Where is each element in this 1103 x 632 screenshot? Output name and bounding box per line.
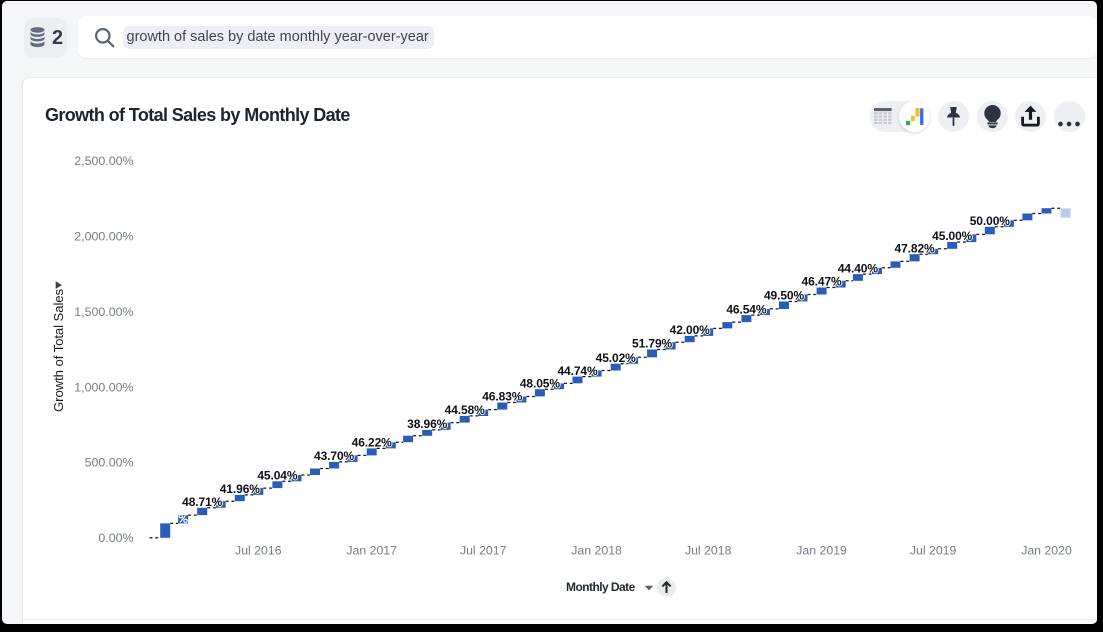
svg-text:48.71%: 48.71%	[182, 495, 223, 509]
svg-text:Jul 2017: Jul 2017	[460, 544, 507, 558]
svg-text:1,000.00%: 1,000.00%	[74, 380, 133, 394]
svg-text:2,500.00%: 2,500.00%	[74, 154, 133, 168]
svg-text:45.00%: 45.00%	[932, 229, 973, 243]
svg-text:Jan 2018: Jan 2018	[571, 544, 622, 558]
svg-text:2,000.00%: 2,000.00%	[74, 230, 133, 244]
svg-text:38.96%: 38.96%	[407, 417, 448, 431]
svg-text:Jul 2018: Jul 2018	[685, 544, 732, 558]
svg-text:47.82%: 47.82%	[895, 241, 936, 255]
svg-text:0.00%: 0.00%	[98, 531, 133, 545]
svg-text:Jan 2020: Jan 2020	[1021, 544, 1072, 558]
svg-text:44.40%: 44.40%	[838, 261, 879, 275]
svg-text:42.00%: 42.00%	[670, 323, 711, 337]
svg-text:46.22%: 46.22%	[352, 436, 393, 450]
svg-text:46.83%: 46.83%	[482, 390, 523, 404]
svg-text:41.96%: 41.96%	[220, 482, 261, 496]
svg-text:Jul 2016: Jul 2016	[235, 544, 282, 558]
svg-text:Jul 2019: Jul 2019	[910, 544, 957, 558]
svg-text:Jan 2019: Jan 2019	[796, 544, 847, 558]
svg-text:48.05%: 48.05%	[520, 376, 561, 390]
svg-text:44.74%: 44.74%	[557, 364, 598, 378]
svg-text:45.02%: 45.02%	[596, 351, 637, 365]
svg-text:Jan 2017: Jan 2017	[346, 544, 397, 558]
svg-text:50.00%: 50.00%	[970, 214, 1011, 228]
svg-text:51.79%: 51.79%	[632, 337, 673, 351]
svg-text:44.58%: 44.58%	[445, 403, 486, 417]
svg-text:46.54%: 46.54%	[726, 302, 767, 316]
svg-text:1,500.00%: 1,500.00%	[74, 305, 133, 319]
svg-text:46.47%: 46.47%	[802, 275, 843, 289]
svg-text:43.70%: 43.70%	[314, 449, 355, 463]
svg-text:Growth of Total Sales: Growth of Total Sales	[51, 288, 66, 412]
svg-text:500.00%: 500.00%	[85, 456, 134, 470]
svg-text:49.50%: 49.50%	[764, 289, 805, 303]
svg-text:45.04%: 45.04%	[257, 469, 298, 483]
